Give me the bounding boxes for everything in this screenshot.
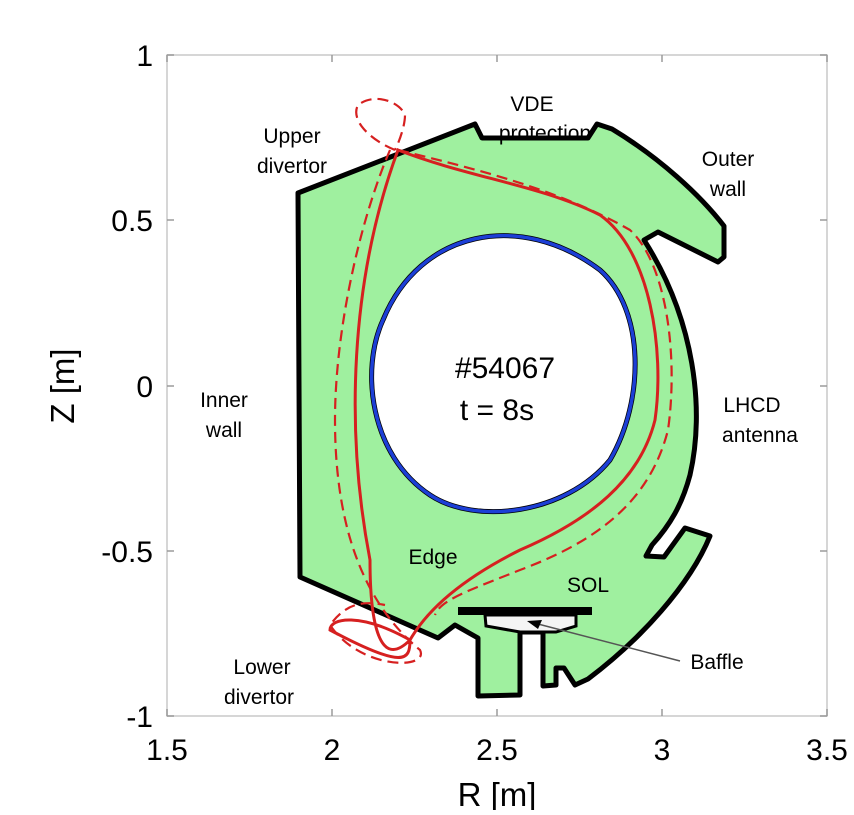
label-edge: Edge <box>408 546 457 569</box>
shot-number: #54067 <box>455 352 555 385</box>
label-sol: SOL <box>567 574 609 597</box>
xtick-label: 2.5 <box>476 734 518 767</box>
label-inner: Inner <box>200 389 248 412</box>
ytick-label: -1 <box>126 701 153 734</box>
label-inner-wall: wall <box>205 419 242 442</box>
baffle-pointer-arrowhead <box>527 620 542 629</box>
plasma-core-boundary <box>369 233 637 514</box>
label-baffle: Baffle <box>690 651 743 674</box>
xtick-label: 2 <box>324 734 341 767</box>
xtick-label: 1.5 <box>146 734 188 767</box>
ytick-label: 0 <box>136 371 153 404</box>
label-lower-divertor: divertor <box>224 686 294 709</box>
y-axis-label: Z [m] <box>44 348 81 423</box>
xtick-label: 3.5 <box>806 734 848 767</box>
label-outer: Outer <box>702 148 755 171</box>
xtick-label: 3 <box>654 734 671 767</box>
label-vde: VDE <box>510 93 553 116</box>
baffle-pointer <box>537 623 681 662</box>
label-upper-divertor: divertor <box>257 155 327 178</box>
label-outer-wall: wall <box>709 178 746 201</box>
baffle <box>458 607 592 615</box>
shot-time: t = 8s <box>460 394 534 427</box>
ytick-label: -0.5 <box>101 536 153 569</box>
label-lower: Lower <box>233 656 290 679</box>
label-upper: Upper <box>263 125 320 148</box>
x-axis-label: R [m] <box>458 776 537 810</box>
ytick-label: 0.5 <box>111 205 153 238</box>
label-lhcd: LHCD <box>723 394 780 417</box>
tick-marks <box>166 54 828 717</box>
sol-boundary <box>328 97 673 664</box>
label-antenna: antenna <box>722 424 798 447</box>
ytick-label: 1 <box>136 40 153 73</box>
label-protection: protection <box>499 122 591 145</box>
